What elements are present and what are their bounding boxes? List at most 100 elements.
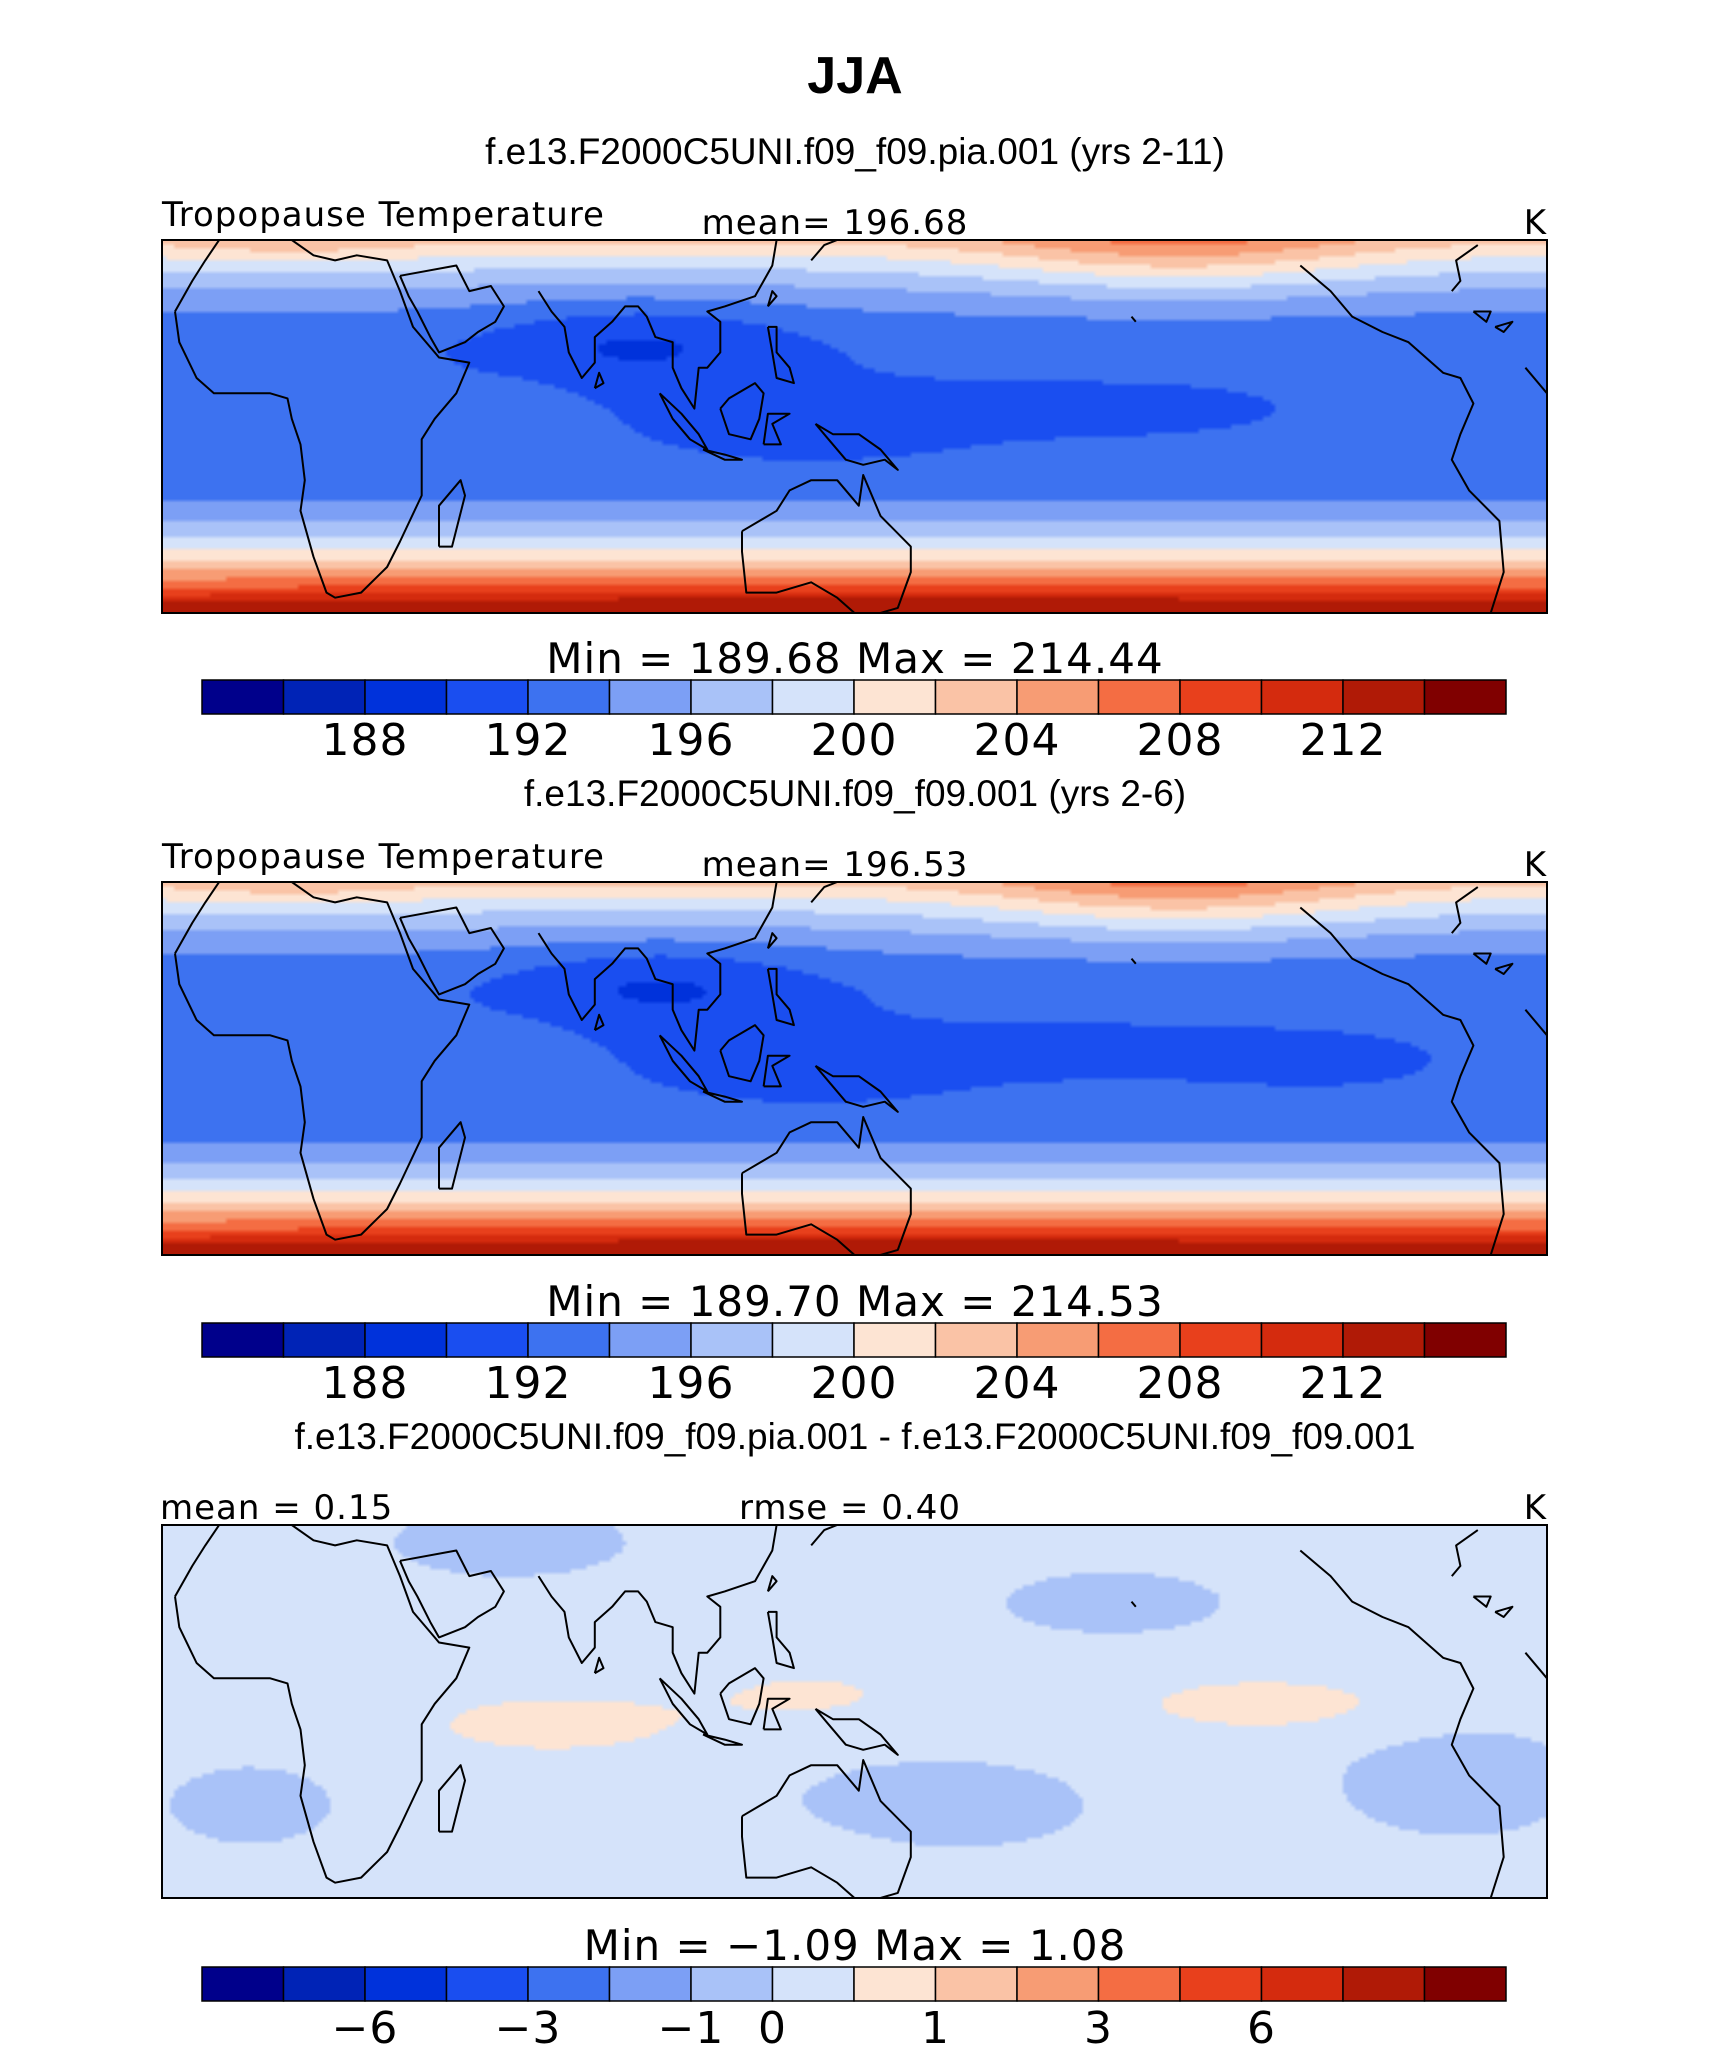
colorbar-swatch bbox=[364, 679, 448, 715]
coastline-segment bbox=[766, 1575, 778, 1593]
colorbar-swatch bbox=[853, 679, 937, 715]
coastline-segment bbox=[174, 1525, 471, 1884]
colorbar-swatch bbox=[1423, 1322, 1507, 1358]
coastline-segment bbox=[702, 1733, 743, 1746]
coastline-segment bbox=[438, 1121, 466, 1190]
colorbar-tick-label: 196 bbox=[648, 715, 735, 766]
colorbar-tick-label: 208 bbox=[1137, 1358, 1224, 1409]
coastline-segment bbox=[399, 1549, 505, 1639]
colorbar-tick-label: 192 bbox=[485, 1358, 572, 1409]
panel-units: K bbox=[1524, 845, 1548, 885]
colorbar-swatch bbox=[1016, 679, 1100, 715]
colorbar-swatch bbox=[1260, 679, 1344, 715]
map-frame bbox=[161, 881, 1548, 1256]
coastline-segment bbox=[814, 423, 899, 471]
colorbar-swatch bbox=[364, 1966, 448, 2002]
coastline-segment bbox=[593, 1656, 605, 1675]
contour-image bbox=[162, 240, 1547, 613]
colorbar-swatch bbox=[282, 1322, 366, 1358]
panel-center-label: rmse = 0.40 bbox=[739, 1488, 961, 1528]
coastline-segment bbox=[1472, 310, 1492, 323]
colorbar-swatch bbox=[1097, 1322, 1181, 1358]
panel-left-label: Tropopause Temperature bbox=[161, 195, 605, 235]
colorbar-tick-label: 3 bbox=[1084, 2003, 1113, 2048]
panel-center-label: mean= 196.53 bbox=[702, 845, 969, 885]
coastline-segment bbox=[741, 474, 912, 613]
coastline-segment bbox=[399, 264, 505, 354]
colorbar-tick-label: 204 bbox=[974, 715, 1061, 766]
coastline-segment bbox=[719, 382, 765, 441]
colorbar-tick-label: 196 bbox=[648, 1358, 735, 1409]
panel-control: f.e13.F2000C5UNI.f09_f09.001 (yrs 2-6) T… bbox=[161, 773, 1548, 1409]
colorbar-swatch bbox=[690, 679, 774, 715]
colorbar-tick-label: 1 bbox=[921, 2003, 950, 2048]
panel-left-label: Tropopause Temperature bbox=[161, 837, 605, 877]
coastline-segment bbox=[174, 240, 471, 599]
coastline-segment bbox=[762, 1054, 791, 1088]
coastline-segment bbox=[741, 1116, 912, 1255]
coastline-segment bbox=[814, 1708, 899, 1756]
colorbar-swatch bbox=[201, 679, 285, 715]
coastlines bbox=[174, 240, 1547, 613]
coastline-segment bbox=[1524, 1009, 1547, 1036]
panel-subtitle: f.e13.F2000C5UNI.f09_f09.001 (yrs 2-6) bbox=[524, 773, 1186, 814]
colorbar-swatch bbox=[608, 1322, 692, 1358]
colorbar-swatch bbox=[1342, 679, 1426, 715]
colorbar-tick-label: 208 bbox=[1137, 715, 1224, 766]
coastline-segment bbox=[1130, 957, 1137, 965]
colorbar-swatch bbox=[282, 679, 366, 715]
colorbar-tick-label: 212 bbox=[1300, 715, 1387, 766]
coastline-segment bbox=[766, 1610, 795, 1670]
coastline-segment bbox=[810, 1525, 855, 1547]
coastline-segment bbox=[174, 882, 471, 1241]
coastline-segment bbox=[537, 1525, 778, 1695]
colorbar-swatch bbox=[364, 1322, 448, 1358]
colorbar-swatch bbox=[1260, 1966, 1344, 2002]
colorbar-swatch bbox=[527, 1966, 611, 2002]
coastline-segment bbox=[810, 882, 855, 904]
map-field bbox=[162, 882, 1547, 1255]
colorbar-tick-label: 6 bbox=[1247, 2003, 1276, 2048]
coastline-segment bbox=[1299, 906, 1505, 1255]
coastline-segment bbox=[719, 1667, 765, 1726]
panel-pia: f.e13.F2000C5UNI.f09_f09.pia.001 (yrs 2-… bbox=[161, 131, 1548, 766]
colorbar-swatch bbox=[934, 1322, 1018, 1358]
colorbar-swatch bbox=[1342, 1966, 1426, 2002]
colorbar-swatch bbox=[608, 679, 692, 715]
colorbar-swatch bbox=[1097, 1966, 1181, 2002]
panel-subtitle: f.e13.F2000C5UNI.f09_f09.pia.001 (yrs 2-… bbox=[485, 131, 1225, 172]
colorbar-swatch bbox=[445, 679, 529, 715]
colorbar-swatch bbox=[1016, 1322, 1100, 1358]
colorbar-swatch bbox=[690, 1322, 774, 1358]
map-field bbox=[162, 240, 1547, 613]
colorbar-swatch bbox=[1179, 679, 1263, 715]
coastline-segment bbox=[810, 240, 855, 262]
coastline-segment bbox=[1130, 1600, 1137, 1608]
coastline-segment bbox=[762, 1697, 791, 1731]
coastlines bbox=[174, 882, 1547, 1255]
colorbar-swatch bbox=[445, 1966, 529, 2002]
coastline-segment bbox=[1494, 1605, 1514, 1618]
coastline-segment bbox=[1494, 962, 1514, 975]
coastlines bbox=[174, 1525, 1547, 1898]
coastline-segment bbox=[766, 967, 795, 1027]
coastline-segment bbox=[399, 906, 505, 996]
panel-units: K bbox=[1524, 203, 1548, 243]
colorbar-swatch bbox=[934, 1966, 1018, 2002]
coastline-segment bbox=[1524, 367, 1547, 394]
colorbar-swatch bbox=[201, 1966, 285, 2002]
colorbar-tick-label: 204 bbox=[974, 1358, 1061, 1409]
colorbar-swatch bbox=[1179, 1966, 1263, 2002]
colorbar-swatch bbox=[771, 1322, 855, 1358]
colorbar-swatch bbox=[445, 1322, 529, 1358]
colorbar-swatch bbox=[1423, 679, 1507, 715]
contour-image bbox=[162, 882, 1547, 1255]
map-frame bbox=[161, 1524, 1548, 1899]
coastline-segment bbox=[438, 1764, 466, 1833]
coastline-segment bbox=[719, 1024, 765, 1083]
coastline-segment bbox=[1494, 320, 1514, 333]
coastline-segment bbox=[1451, 1529, 1479, 1577]
coastline-segment bbox=[1472, 1595, 1492, 1608]
coastline-segment bbox=[1451, 244, 1479, 292]
map-frame bbox=[161, 239, 1548, 614]
